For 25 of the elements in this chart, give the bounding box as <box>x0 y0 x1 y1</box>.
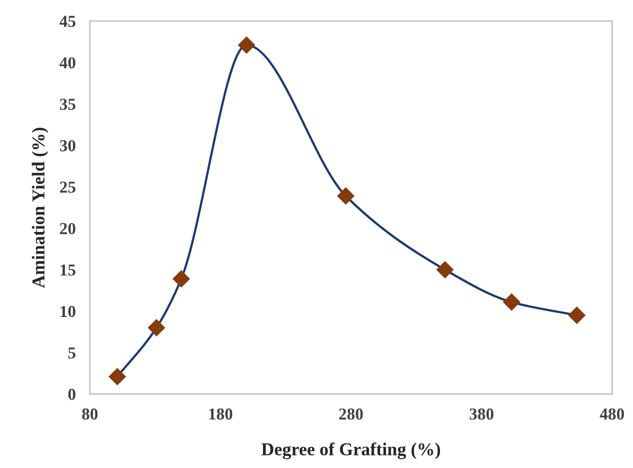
x-tick-label: 180 <box>209 408 232 420</box>
point <box>172 270 190 288</box>
y-tick-label: 35 <box>60 98 76 110</box>
x-tick-label: 80 <box>82 408 98 420</box>
y-tick-label: 30 <box>60 140 76 152</box>
x-tick-label: 380 <box>470 408 494 420</box>
x-axis-title: Degree of Grafting (%) <box>261 442 440 460</box>
x-tick-label: 480 <box>600 408 624 420</box>
point <box>502 293 520 311</box>
y-tick-label: 25 <box>60 182 76 193</box>
y-tick-label: 15 <box>60 264 76 276</box>
point <box>336 187 355 205</box>
point <box>238 36 256 54</box>
point <box>436 260 454 279</box>
point <box>148 318 166 337</box>
y-tick-label: 45 <box>60 16 76 28</box>
y-tick-label: 0 <box>68 388 76 400</box>
point <box>108 368 126 386</box>
point <box>568 306 586 324</box>
y-tick-label: 5 <box>68 347 76 359</box>
x-tick-label: 280 <box>339 408 363 420</box>
y-tick-label: 10 <box>60 306 76 318</box>
y-tick-label: 40 <box>60 57 76 68</box>
y-tick-label: 20 <box>60 222 76 234</box>
y-axis-title: Amination Yield (%) <box>32 128 48 288</box>
